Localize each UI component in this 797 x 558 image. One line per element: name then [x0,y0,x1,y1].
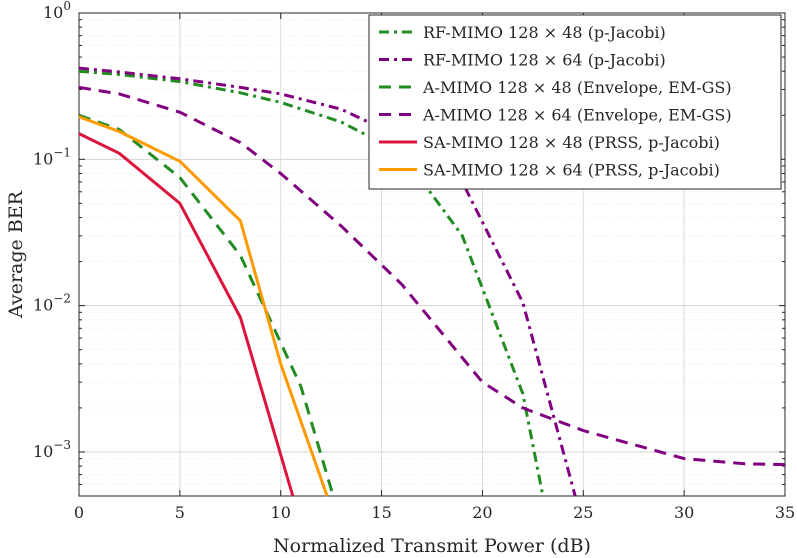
series-line-4 [78,85,786,467]
x-axis: 0 5 10 15 20 25 30 35 [74,13,795,522]
series-line-5 [78,132,295,497]
legend-entry: A-MIMO 128 × 64 (Envelope, EM-GS) [422,106,732,125]
x-tick-label: 30 [674,503,694,522]
x-tick-label: 10 [271,503,291,522]
y-tick-label: 100 [43,0,71,22]
x-tick-label: 20 [472,503,492,522]
y-tick-label: 10−2 [33,292,71,315]
y-axis-label: Average BER [5,190,27,319]
x-tick-label: 15 [371,503,391,522]
legend-entry: SA-MIMO 128 × 64 (PRSS, p-Jacobi) [423,161,720,180]
legend-box [368,14,782,190]
plot-area [78,12,786,497]
legend-entry: RF-MIMO 128 × 64 (p-Jacobi) [423,51,666,70]
x-tick-label: 0 [74,503,84,522]
y-tick-label: 10−1 [33,145,71,168]
legend-entry: SA-MIMO 128 × 48 (PRSS, p-Jacobi) [423,133,720,152]
legend: RF-MIMO 128 × 48 (p-Jacobi) RF-MIMO 128 ×… [368,14,782,190]
series-lines [78,66,786,497]
series-line-2 [78,66,577,497]
legend-entry: RF-MIMO 128 × 48 (p-Jacobi) [423,23,666,42]
x-tick-label: 5 [175,503,185,522]
legend-entry: A-MIMO 128 × 48 (Envelope, EM-GS) [422,78,732,97]
series-line-6 [78,115,329,497]
y-axis: 100 10−1 10−2 10−3 [33,0,785,497]
x-tick-label: 35 [775,503,795,522]
series-line-1 [78,69,545,497]
series-line-3 [78,113,335,497]
x-tick-label: 25 [573,503,593,522]
y-tick-label: 10−3 [33,438,71,461]
x-axis-label: Normalized Transmit Power (dB) [273,535,591,557]
